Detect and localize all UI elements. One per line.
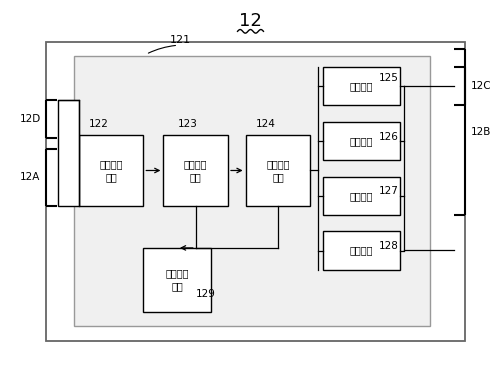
- Text: 125: 125: [379, 73, 399, 83]
- Text: 12A: 12A: [20, 173, 41, 183]
- Text: 126: 126: [379, 131, 399, 142]
- Text: 12C: 12C: [470, 81, 491, 92]
- Text: 121: 121: [170, 35, 191, 45]
- Text: 12: 12: [239, 13, 262, 31]
- Text: 124: 124: [256, 119, 276, 129]
- Text: 电源管理
单元: 电源管理 单元: [165, 268, 189, 291]
- Text: 12D: 12D: [20, 114, 41, 124]
- Text: 128: 128: [379, 241, 399, 251]
- Bar: [245, 135, 310, 206]
- Bar: [46, 42, 465, 341]
- Text: 129: 129: [196, 289, 215, 298]
- Text: 信号采集
单元: 信号采集 单元: [99, 159, 123, 182]
- Text: 127: 127: [379, 186, 399, 196]
- Bar: [79, 135, 143, 206]
- Bar: [323, 122, 400, 160]
- Bar: [323, 231, 400, 270]
- Text: 显示单元: 显示单元: [350, 81, 373, 91]
- Bar: [323, 67, 400, 106]
- Bar: [163, 135, 228, 206]
- Text: 转儲单元: 转儲单元: [350, 136, 373, 146]
- Text: 122: 122: [89, 119, 108, 129]
- Text: 输入单元: 输入单元: [350, 246, 373, 256]
- Text: 无线单元: 无线单元: [350, 191, 373, 201]
- Bar: [143, 248, 210, 312]
- Text: 信号处理
单元: 信号处理 单元: [184, 159, 207, 182]
- Bar: [74, 56, 430, 326]
- Text: 123: 123: [178, 119, 198, 129]
- Text: 中央处理
单元: 中央处理 单元: [266, 159, 290, 182]
- Bar: [323, 177, 400, 215]
- Text: 12B: 12B: [470, 127, 491, 137]
- Bar: [58, 100, 79, 206]
